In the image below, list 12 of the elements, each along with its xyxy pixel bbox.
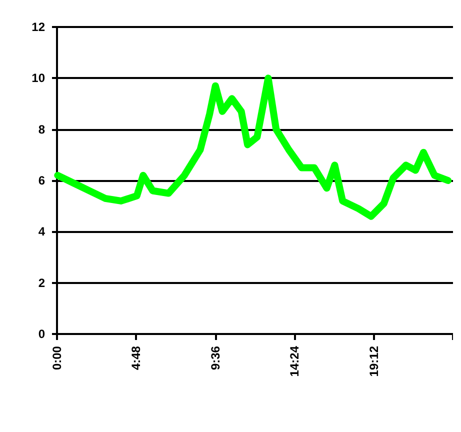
x-tick-label: 19:12 xyxy=(366,346,381,377)
y-tick-label: 0 xyxy=(38,327,46,341)
x-tick-label: 0:00 xyxy=(50,346,64,370)
y-tick-label: 4 xyxy=(38,224,46,239)
y-tick-label: 12 xyxy=(32,20,46,34)
y-tick-label: 10 xyxy=(32,71,46,86)
x-tick-label: 14:24 xyxy=(288,346,302,377)
y-tick-label: 8 xyxy=(38,122,46,136)
y-tick-label: 2 xyxy=(38,276,46,290)
x-tick-label: 9:36 xyxy=(208,346,222,370)
y-tick-label: 6 xyxy=(38,174,46,188)
x-tick-label: 4:48 xyxy=(129,346,144,370)
